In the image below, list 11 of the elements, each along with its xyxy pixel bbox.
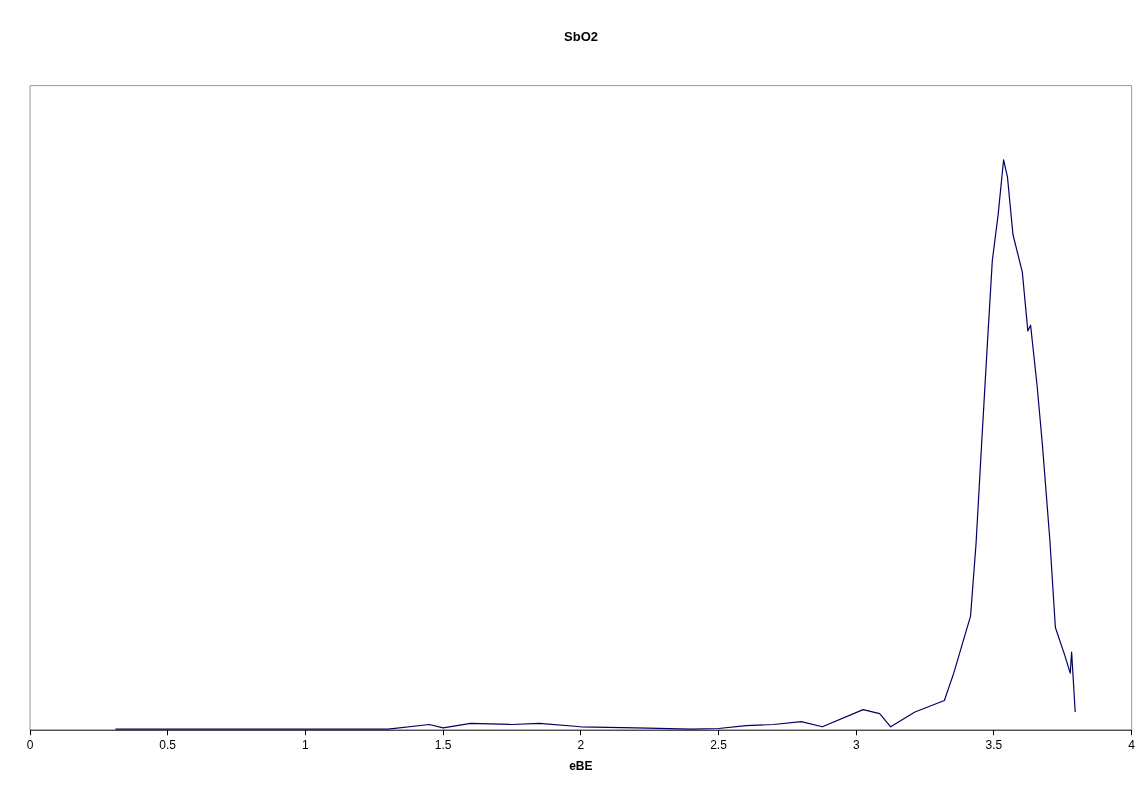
x-tick-label: 0 <box>26 737 34 752</box>
x-tick-label: 3 <box>852 737 860 752</box>
x-axis-title: eBE <box>569 759 593 774</box>
chart-title: SbO2 <box>564 29 598 45</box>
x-tick-label: 3.5 <box>985 737 1003 752</box>
x-tick-label: 2.5 <box>710 737 728 752</box>
x-tick-label: 1 <box>302 737 310 752</box>
x-tick-label: 1.5 <box>434 737 452 752</box>
x-tick-label: 0.5 <box>159 737 177 752</box>
x-tick-label: 4 <box>1128 737 1136 752</box>
x-tick-label: 2 <box>577 737 585 752</box>
